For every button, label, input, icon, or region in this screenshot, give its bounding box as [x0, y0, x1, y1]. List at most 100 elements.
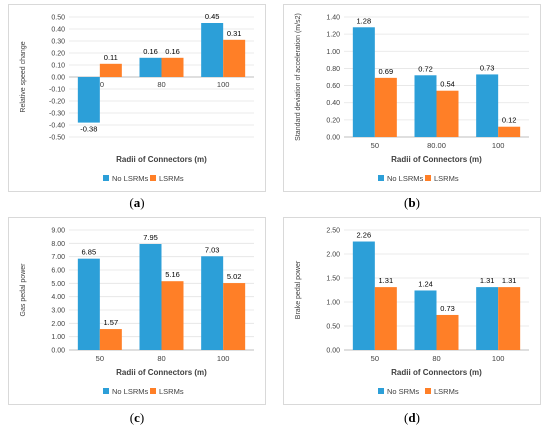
chart-c-data-label: 6.85 — [82, 248, 97, 257]
chart-b-ytick-label: 0.80 — [326, 66, 340, 73]
chart-d-bar-s1 — [352, 241, 375, 350]
chart-c-ytick-label: 4.00 — [51, 294, 65, 301]
chart-d-legend-swatch-s1 — [378, 388, 384, 394]
chart-c-ytick-label: 1.00 — [51, 334, 65, 341]
chart-a-bar-s2 — [99, 63, 122, 77]
chart-d-bar-s1 — [476, 287, 499, 350]
chart-d-legend-swatch-s2 — [425, 388, 431, 394]
chart-svg-b: 0.00 0.20 0.40 0.60 0.80 1.00 1.20 1.40 50 1.28 0.… — [295, 13, 529, 183]
chart-c-bar-s1 — [139, 244, 162, 350]
chart-a-data-label: 0.11 — [104, 53, 118, 62]
chart-c-ytick-label: 9.00 — [51, 228, 65, 235]
chart-d-bar-s1 — [414, 290, 437, 350]
chart-a-xtick-label: 80 — [157, 80, 165, 89]
chart-c-ytick-label: 2.00 — [51, 321, 65, 328]
chart-b-xtick-label: 50 — [371, 141, 379, 150]
chart-a-bar-s2 — [223, 39, 246, 77]
chart-a-ytick-label: 0.10 — [51, 63, 65, 70]
chart-c-legend-swatch-s1 — [103, 388, 109, 394]
chart-a-ytick-label: -0.50 — [49, 135, 65, 142]
chart-c-data-label: 5.02 — [227, 272, 242, 281]
chart-b-legend-label-s1: No LSRMs — [387, 174, 424, 183]
chart-c-bar-s2 — [161, 281, 184, 350]
chart-d-ytick-label: 0.00 — [326, 348, 340, 355]
chart-c-ytick-label: 6.00 — [51, 268, 65, 275]
chart-b-bar-s1 — [414, 75, 437, 137]
chart-c-xtick-label: 50 — [96, 354, 104, 363]
chart-c-ytick-label: 8.00 — [51, 241, 65, 248]
chart-a-ytick-label: -0.10 — [49, 87, 65, 94]
chart-a-legend-swatch-s1 — [103, 175, 109, 181]
chart-d-data-label: 2.26 — [357, 231, 372, 240]
chart-c-ytick-label: 5.00 — [51, 281, 65, 288]
chart-b-data-label: 0.72 — [418, 64, 433, 73]
chart-c-ylabel: Gas pedal power — [20, 263, 27, 317]
chart-panel-a: -0.50 -0.40 -0.30 -0.20 -0.10 0.00 0.10 0.20 0.3… — [8, 4, 266, 192]
chart-c-xtick-label: 100 — [217, 354, 230, 363]
chart-b-bar-s2 — [498, 126, 521, 137]
chart-a-data-label: 0.31 — [227, 29, 242, 38]
chart-b-bar-s1 — [476, 74, 499, 137]
chart-a-xtick-label: 100 — [217, 80, 230, 89]
chart-c-legend-label-s1: No LSRMs — [112, 387, 149, 396]
chart-b-legend-label-s2: LSRMs — [434, 174, 459, 183]
chart-a-bar-s1 — [77, 77, 100, 123]
chart-c-bar-s1 — [201, 256, 224, 350]
chart-d-ylabel: Brake pedal power — [295, 260, 302, 319]
chart-b-bar-s2 — [436, 90, 459, 137]
chart-panel-d: 0.00 0.50 1.00 1.50 2.00 2.50 50 2.26 1.31 80 1.24… — [283, 217, 541, 405]
chart-b-legend-swatch-s2 — [425, 175, 431, 181]
chart-a-bar-s1 — [139, 57, 162, 77]
chart-c-xtick-label: 80 — [157, 354, 165, 363]
chart-c-xlabel: Radii of Connectors (m) — [116, 368, 207, 377]
chart-a-data-label: 0.16 — [143, 47, 158, 56]
chart-c-legend-swatch-s2 — [150, 388, 156, 394]
chart-b-data-label: 1.28 — [357, 16, 372, 25]
chart-d-xtick-label: 100 — [492, 354, 505, 363]
chart-b-data-label: 0.54 — [440, 80, 455, 89]
chart-c-data-label: 5.16 — [165, 270, 180, 279]
chart-b-data-label: 0.69 — [379, 67, 394, 76]
chart-a-ytick-label: 0.40 — [51, 27, 65, 34]
chart-svg-d: 0.00 0.50 1.00 1.50 2.00 2.50 50 2.26 1.31 80 1.24… — [295, 228, 529, 396]
chart-b-xtick-label: 100 — [492, 141, 505, 150]
chart-a-ytick-label: 0.00 — [51, 75, 65, 82]
chart-b-ytick-label: 1.40 — [326, 15, 340, 22]
chart-d-data-label: 0.73 — [440, 304, 455, 313]
chart-a-ytick-label: 0.30 — [51, 39, 65, 46]
caption-c: (c) — [129, 410, 145, 425]
chart-b-data-label: 0.73 — [480, 63, 495, 72]
chart-b-ytick-label: 0.00 — [326, 135, 340, 142]
chart-a-xlabel: Radii of Connectors (m) — [116, 155, 207, 164]
chart-d-xlabel: Radii of Connectors (m) — [391, 368, 482, 377]
chart-d-ytick-label: 0.50 — [326, 324, 340, 331]
chart-a-data-label: -0.38 — [80, 125, 97, 134]
chart-c-bar-s2 — [223, 283, 246, 350]
chart-a-ylabel: Relative speed change — [20, 41, 27, 112]
chart-c-ytick-label: 3.00 — [51, 308, 65, 315]
chart-c-data-label: 7.95 — [143, 233, 158, 242]
chart-b-legend-swatch-s1 — [378, 175, 384, 181]
caption-a: (a) — [129, 195, 145, 210]
chart-b-ytick-label: 1.20 — [326, 32, 340, 39]
chart-b-ytick-label: 1.00 — [326, 49, 340, 56]
chart-a-legend-label-s1: No LSRMs — [112, 174, 149, 183]
chart-c-bar-s1 — [77, 258, 100, 350]
chart-a-ytick-label: 0.50 — [51, 15, 65, 22]
chart-d-data-label: 1.31 — [480, 276, 495, 285]
chart-b-xtick-label: 80.00 — [427, 141, 446, 150]
chart-d-data-label: 1.24 — [418, 279, 433, 288]
chart-d-xtick-label: 80 — [432, 354, 440, 363]
chart-c-data-label: 1.57 — [104, 318, 119, 327]
chart-d-legend-label-s2: LSRMs — [434, 387, 459, 396]
chart-a-data-label: 0.16 — [165, 47, 180, 56]
chart-b-data-label: 0.12 — [502, 116, 517, 125]
chart-d-legend-label-s1: No SRMs — [387, 387, 419, 396]
chart-c-ytick-label: 7.00 — [51, 254, 65, 261]
chart-a-legend-label-s2: LSRMs — [159, 174, 184, 183]
chart-c-bar-s2 — [99, 329, 122, 350]
chart-d-ytick-label: 2.50 — [326, 228, 340, 235]
chart-d-bar-s2 — [374, 287, 397, 350]
chart-c-ytick-label: 0.00 — [51, 348, 65, 355]
chart-b-ytick-label: 0.60 — [326, 83, 340, 90]
